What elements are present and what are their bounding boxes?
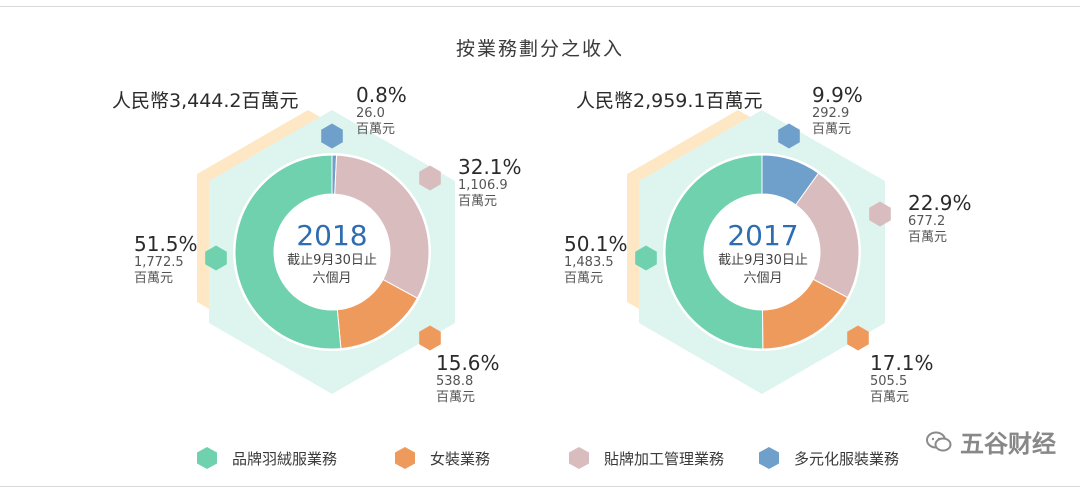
slice-label-diversified-2018: 0.8% 26.0 百萬元 — [356, 84, 407, 138]
frame-top-line — [0, 6, 1080, 7]
legend-item-diversified: 多元化服裝業務 — [758, 444, 899, 472]
slice-amount: 538.8 — [436, 374, 474, 389]
legend: 品牌羽絨服業務 女裝業務 貼牌加工管理業務 多元化服裝業務 — [0, 444, 1080, 472]
slice-unit: 百萬元 — [908, 230, 948, 245]
legend-item-brand: 品牌羽絨服業務 — [196, 444, 337, 472]
frame-bottom-line — [0, 486, 1080, 487]
slice-pct: 15.6% — [436, 351, 500, 375]
donut-hole-2017 — [704, 194, 820, 310]
slice-amount: 1,106.9 — [458, 178, 508, 193]
slice-amount: 26.0 — [356, 106, 385, 121]
slice-label-oem-2017: 22.9% 677.2 百萬元 — [908, 192, 972, 246]
slice-amount: 677.2 — [908, 214, 946, 229]
wechat-icon — [926, 431, 952, 451]
panel-2018: 人民幣3,444.2百萬元 0.8% 26.0 百萬元 32.1% 1,106.… — [112, 84, 522, 406]
slice-amount: 292.9 — [812, 106, 850, 121]
slice-label-brand-2017: 50.1% 1,483.5 百萬元 — [564, 233, 628, 287]
legend-label: 女裝業務 — [430, 449, 491, 468]
legend-item-oem: 貼牌加工管理業務 — [568, 444, 724, 472]
panel-2017: 人民幣2,959.1百萬元 9.9% 292.9 百萬元 22.9% 677.2… — [540, 0, 1080, 489]
legend-label: 品牌羽絨服業務 — [232, 449, 338, 468]
center-period: 截止9月30日止 — [287, 253, 377, 268]
donut-hole-2018 — [274, 194, 390, 310]
slice-label-women-2017: 17.1% 505.5 百萬元 — [870, 352, 934, 406]
donut-center-2018: 2018 截止9月30日止 六個月 — [277, 220, 387, 288]
slice-label-brand-2018: 51.5% 1,772.5 百萬元 — [134, 233, 198, 287]
slice-amount: 505.5 — [870, 374, 908, 389]
legend-item-women: 女裝業務 — [394, 444, 490, 472]
slice-marker-hex-2018-0 — [321, 123, 343, 149]
center-year: 2017 — [727, 219, 799, 252]
slice-marker-hex-2018-2 — [419, 325, 441, 351]
slice-unit: 百萬元 — [436, 390, 476, 405]
slice-label-women-2018: 15.6% 538.8 百萬元 — [436, 352, 500, 406]
legend-hex-icon — [395, 447, 415, 469]
watermark: 五谷财经 — [926, 424, 1056, 459]
center-period-2: 六個月 — [743, 271, 783, 286]
slice-marker-hex-2017-1 — [869, 201, 891, 227]
total-label-2018: 人民幣3,444.2百萬元 — [112, 90, 299, 112]
slice-marker-hex-2018-1 — [419, 165, 441, 191]
slice-pct: 17.1% — [870, 351, 934, 375]
center-period-2: 六個月 — [312, 271, 352, 286]
slice-label-diversified-2017: 9.9% 292.9 百萬元 — [812, 84, 863, 138]
watermark-text: 五谷财经 — [960, 430, 1056, 458]
total-label-2017: 人民幣2,959.1百萬元 — [576, 90, 763, 112]
slice-unit: 百萬元 — [134, 271, 174, 286]
slice-marker-hex-2017-3 — [635, 245, 657, 271]
slice-pct: 32.1% — [458, 155, 522, 179]
page-title: 按業務劃分之收入 — [455, 38, 624, 60]
slice-marker-hex-2018-3 — [205, 245, 227, 271]
slice-unit: 百萬元 — [564, 271, 604, 286]
legend-hex-icon — [197, 447, 217, 469]
slice-amount: 1,772.5 — [134, 255, 184, 270]
slice-pct: 22.9% — [908, 191, 972, 215]
slice-pct: 51.5% — [134, 232, 198, 256]
slice-unit: 百萬元 — [458, 194, 498, 209]
slice-marker-hex-2017-0 — [778, 123, 800, 149]
slice-pct: 50.1% — [564, 232, 628, 256]
slice-unit: 百萬元 — [870, 390, 910, 405]
donut-center-2017: 2017 截止9月30日止 六個月 — [708, 220, 818, 288]
center-year: 2018 — [296, 219, 368, 252]
slice-amount: 1,483.5 — [564, 255, 614, 270]
slice-pct: 9.9% — [812, 83, 863, 107]
slice-unit: 百萬元 — [812, 122, 852, 137]
legend-hex-icon — [569, 447, 589, 469]
legend-hex-icon — [759, 447, 779, 469]
legend-label: 多元化服裝業務 — [794, 449, 900, 468]
legend-label: 貼牌加工管理業務 — [604, 449, 725, 468]
slice-pct: 0.8% — [356, 83, 407, 107]
slice-marker-hex-2017-2 — [847, 325, 869, 351]
slice-unit: 百萬元 — [356, 122, 396, 137]
slice-label-oem-2018: 32.1% 1,106.9 百萬元 — [458, 156, 522, 210]
center-period: 截止9月30日止 — [718, 253, 808, 268]
